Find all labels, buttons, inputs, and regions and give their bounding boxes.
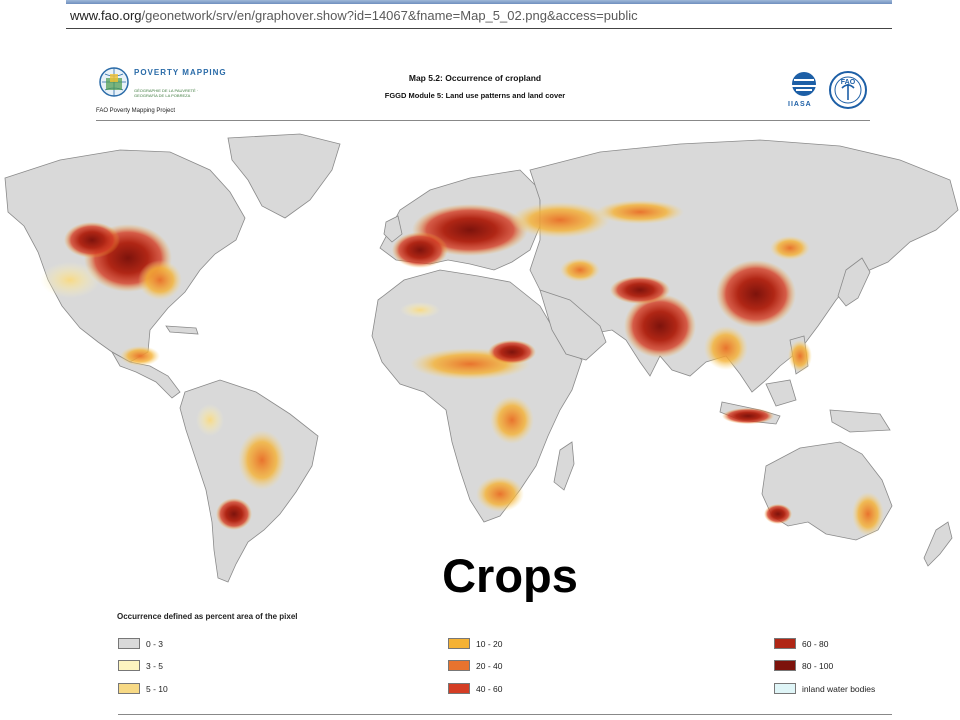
legend-label: 80 - 100 (802, 660, 834, 671)
legend-item: 40 - 60 (448, 683, 502, 694)
legend-label: 0 - 3 (146, 638, 164, 649)
legend-label: 60 - 80 (802, 638, 829, 649)
cuba (165, 325, 199, 335)
greenland (227, 133, 341, 219)
legend-swatch (118, 683, 140, 694)
browser-top-strip (0, 0, 960, 4)
legend-label: 5 - 10 (146, 683, 168, 694)
africa (371, 269, 583, 523)
world-cropland-map (4, 133, 959, 583)
legend-swatch (774, 638, 796, 649)
new-zealand (923, 521, 953, 567)
legend-swatch (118, 638, 140, 649)
url-text[interactable]: www.fao.org/geonetwork/srv/en/graphover.… (70, 8, 638, 23)
japan (837, 257, 871, 307)
legend-item: 20 - 40 (448, 660, 502, 671)
madagascar (553, 441, 575, 491)
british-isles (383, 215, 403, 243)
cropland-intensity (40, 200, 884, 536)
legend-item: 80 - 100 (774, 660, 833, 671)
legend-swatch (448, 638, 470, 649)
map-title: Map 5.2: Occurrence of cropland (408, 73, 542, 83)
legend-label: inland water bodies (802, 683, 876, 694)
legend-item: 10 - 20 (448, 638, 502, 649)
legend-item: 0 - 3 (118, 638, 163, 649)
legend-title: Occurrence defined as percent area of th… (117, 612, 298, 621)
project-caption: FAO Poverty Mapping Project (96, 108, 176, 114)
map-subtitle: FGGD Module 5: Land use patterns and lan… (384, 91, 566, 100)
logo-subtext: GÉOGRAPHIE DE LA PAUVRETÉ · GEOGRAFÍA DE… (134, 88, 199, 98)
url-divider (66, 28, 892, 29)
arabia (539, 289, 607, 361)
legend-item: 5 - 10 (118, 683, 168, 694)
legend-swatch (448, 660, 470, 671)
fao-logo-icon: FAO (829, 71, 867, 109)
poverty-mapping-logo (99, 67, 129, 97)
legend-label: 40 - 60 (476, 683, 503, 694)
legend-item: inland water bodies (774, 683, 875, 694)
iiasa-label: IIASA (788, 101, 812, 108)
borneo (765, 379, 797, 407)
legend-swatch (448, 683, 470, 694)
footer-divider (118, 714, 892, 715)
crops-overlay-title: Crops (442, 549, 578, 602)
iiasa-logo-icon (792, 72, 816, 96)
legend-label: 3 - 5 (146, 660, 164, 671)
new-guinea (829, 409, 891, 433)
legend-label: 20 - 40 (476, 660, 503, 671)
header-divider (96, 120, 870, 121)
legend-swatch (118, 660, 140, 671)
legend-item: 60 - 80 (774, 638, 828, 649)
legend-label: 10 - 20 (476, 638, 503, 649)
fao-logo-text: FAO (841, 79, 856, 86)
legend-swatch (774, 660, 796, 671)
logo-text: POVERTY MAPPING (134, 68, 227, 77)
legend-item: 3 - 5 (118, 660, 163, 671)
legend-swatch (774, 683, 796, 694)
